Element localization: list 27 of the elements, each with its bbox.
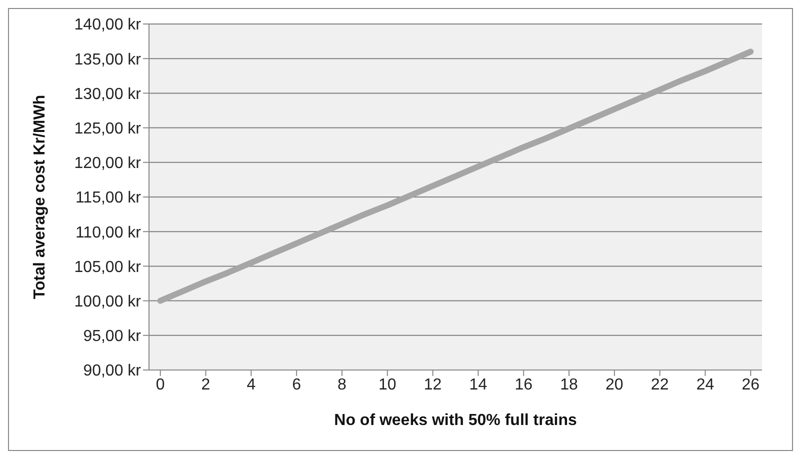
x-tick-label: 20 xyxy=(606,376,624,394)
y-tick-label: 105,00 kr xyxy=(74,258,142,276)
y-tick-label: 135,00 kr xyxy=(74,51,142,68)
x-tick-label: 0 xyxy=(156,376,165,394)
y-tick-label: 95,00 kr xyxy=(83,328,142,346)
x-tick-label: 10 xyxy=(378,376,396,394)
x-tick-label: 8 xyxy=(338,376,347,394)
x-tick-label: 18 xyxy=(560,376,578,394)
y-tick-label: 140,00 kr xyxy=(74,16,142,34)
y-tick-label: 120,00 kr xyxy=(74,155,142,172)
y-tick-label: 100,00 kr xyxy=(74,293,142,310)
x-tick-label: 26 xyxy=(742,376,760,394)
x-tick-label: 24 xyxy=(696,376,714,394)
x-tick-label: 14 xyxy=(469,376,488,394)
y-tick-label: 125,00 kr xyxy=(74,120,142,138)
x-tick-label: 16 xyxy=(514,376,533,394)
x-axis-title: No of weeks with 50% full trains xyxy=(334,412,577,429)
x-tick-label: 6 xyxy=(292,376,302,394)
x-tick-label: 12 xyxy=(424,376,442,394)
x-tick-label: 4 xyxy=(246,376,256,394)
y-tick-label: 130,00 kr xyxy=(74,86,142,103)
y-tick-label: 110,00 kr xyxy=(75,224,142,242)
y-tick-label: 90,00 kr xyxy=(83,362,142,380)
y-axis-title: Total average cost Kr/MWh xyxy=(32,94,49,300)
x-tick-label: 22 xyxy=(650,376,669,394)
y-tick-label: 115,00 kr xyxy=(75,190,142,207)
x-tick-label: 2 xyxy=(201,376,210,394)
